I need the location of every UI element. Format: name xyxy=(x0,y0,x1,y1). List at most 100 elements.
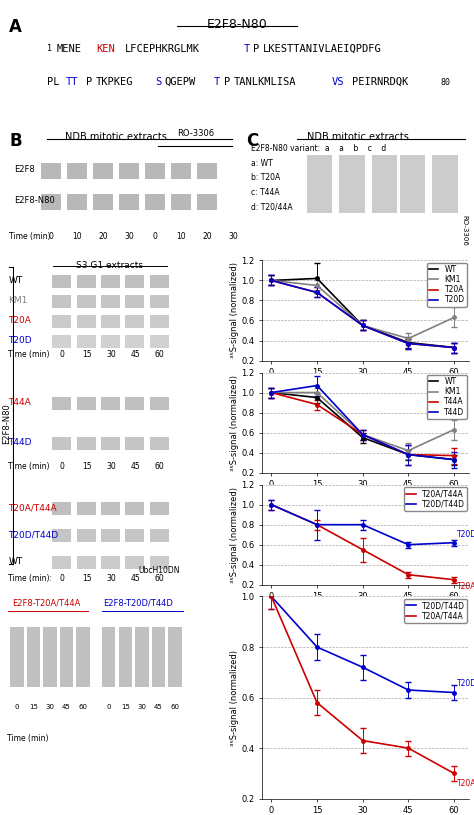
Bar xyxy=(77,315,96,328)
Text: 60: 60 xyxy=(170,703,179,710)
Bar xyxy=(150,397,169,410)
Bar xyxy=(53,503,72,516)
Bar xyxy=(53,397,72,410)
Text: P: P xyxy=(86,77,92,87)
Text: 0: 0 xyxy=(60,462,65,471)
Text: T20A/T44A: T20A/T44A xyxy=(9,504,57,513)
Bar xyxy=(125,556,144,569)
Bar xyxy=(372,156,397,213)
Bar xyxy=(125,437,144,450)
Text: T20D/T44D: T20D/T44D xyxy=(9,531,58,540)
Text: A: A xyxy=(9,18,22,37)
Bar xyxy=(77,529,96,542)
Bar xyxy=(150,295,169,308)
Text: RO-3306: RO-3306 xyxy=(177,129,214,138)
Text: 20: 20 xyxy=(202,232,212,241)
Text: Time (min): Time (min) xyxy=(9,232,51,241)
Bar xyxy=(125,529,144,542)
Text: RO-3306: RO-3306 xyxy=(461,215,467,246)
Bar xyxy=(93,163,113,179)
Text: 45: 45 xyxy=(62,703,71,710)
Text: S3 G1 extracts: S3 G1 extracts xyxy=(76,262,143,271)
Text: 45: 45 xyxy=(130,575,140,584)
X-axis label: Time (min): Time (min) xyxy=(343,604,389,613)
Text: T44D: T44D xyxy=(9,438,32,447)
Text: 45: 45 xyxy=(130,350,140,359)
Text: E2F8-N80: E2F8-N80 xyxy=(14,196,55,205)
Text: 60: 60 xyxy=(155,575,164,584)
Y-axis label: ³⁵S-signal (normalized): ³⁵S-signal (normalized) xyxy=(229,487,238,583)
Text: P: P xyxy=(253,44,260,54)
Bar xyxy=(53,556,72,569)
Bar xyxy=(41,194,62,210)
Bar xyxy=(339,156,365,213)
Bar xyxy=(150,275,169,288)
Text: 45: 45 xyxy=(154,703,163,710)
Y-axis label: ³⁵S-signal (normalized): ³⁵S-signal (normalized) xyxy=(229,262,238,359)
Text: 10: 10 xyxy=(176,232,186,241)
Text: TT: TT xyxy=(66,77,79,87)
Text: 0: 0 xyxy=(49,232,54,241)
Bar xyxy=(67,163,87,179)
Text: T44A: T44A xyxy=(9,398,31,407)
Bar xyxy=(197,163,218,179)
Text: TANLKMLISA: TANLKMLISA xyxy=(234,77,296,87)
Text: 0: 0 xyxy=(15,703,19,710)
Text: Time (min):: Time (min): xyxy=(9,575,52,584)
Bar xyxy=(150,437,169,450)
Text: E2F8-T20D/T44D: E2F8-T20D/T44D xyxy=(103,598,173,607)
Bar xyxy=(119,163,139,179)
Bar xyxy=(400,156,425,213)
Text: 15: 15 xyxy=(82,575,91,584)
Text: E2F8-N80: E2F8-N80 xyxy=(3,403,11,444)
Text: 0: 0 xyxy=(106,703,111,710)
Text: B: B xyxy=(9,131,22,150)
Bar xyxy=(171,163,191,179)
Text: Time (min): Time (min) xyxy=(7,734,48,742)
Text: E2F8-N80 variant:  a    a    b    c    d: E2F8-N80 variant: a a b c d xyxy=(251,143,386,152)
Bar xyxy=(77,275,96,288)
Text: Time (min): Time (min) xyxy=(9,350,50,359)
Text: 0: 0 xyxy=(60,575,65,584)
Bar xyxy=(125,335,144,348)
Y-axis label: ³⁵S-signal (normalized): ³⁵S-signal (normalized) xyxy=(229,650,238,746)
Bar xyxy=(10,627,24,688)
Text: 30: 30 xyxy=(106,462,116,471)
Bar xyxy=(77,335,96,348)
Text: 60: 60 xyxy=(155,462,164,471)
Text: LFCEPHKRGLMK: LFCEPHKRGLMK xyxy=(125,44,201,54)
Bar xyxy=(101,397,120,410)
Bar xyxy=(150,556,169,569)
Legend: WT, KM1, T44A, T44D: WT, KM1, T44A, T44D xyxy=(427,375,467,419)
Text: E2F8-T20A/T44A: E2F8-T20A/T44A xyxy=(12,598,80,607)
Legend: WT, KM1, T20A, T20D: WT, KM1, T20A, T20D xyxy=(427,262,467,306)
Text: 1: 1 xyxy=(46,44,52,53)
Text: 80: 80 xyxy=(440,77,450,86)
Bar xyxy=(150,315,169,328)
Bar xyxy=(27,627,40,688)
Text: 30: 30 xyxy=(46,703,55,710)
Bar xyxy=(77,397,96,410)
Text: Time (min): Time (min) xyxy=(9,462,50,471)
Bar xyxy=(432,156,457,213)
Text: 15: 15 xyxy=(121,703,129,710)
Text: VS: VS xyxy=(332,77,345,87)
Text: 20: 20 xyxy=(99,232,108,241)
Text: 15: 15 xyxy=(82,350,91,359)
Bar xyxy=(145,163,165,179)
Bar xyxy=(171,194,191,210)
Text: 0: 0 xyxy=(60,350,65,359)
Text: T20D/T44D: T20D/T44D xyxy=(457,530,474,539)
Bar xyxy=(150,503,169,516)
Bar xyxy=(77,295,96,308)
Text: 45: 45 xyxy=(130,462,140,471)
Bar xyxy=(101,503,120,516)
Legend: T20D/T44D, T20A/T44A: T20D/T44D, T20A/T44A xyxy=(404,599,467,623)
Bar xyxy=(67,194,87,210)
Bar xyxy=(60,627,73,688)
Bar xyxy=(125,315,144,328)
Text: 60: 60 xyxy=(79,703,88,710)
Text: T: T xyxy=(244,44,250,54)
Bar xyxy=(41,163,62,179)
Text: PEIRNRDQK: PEIRNRDQK xyxy=(352,77,408,87)
